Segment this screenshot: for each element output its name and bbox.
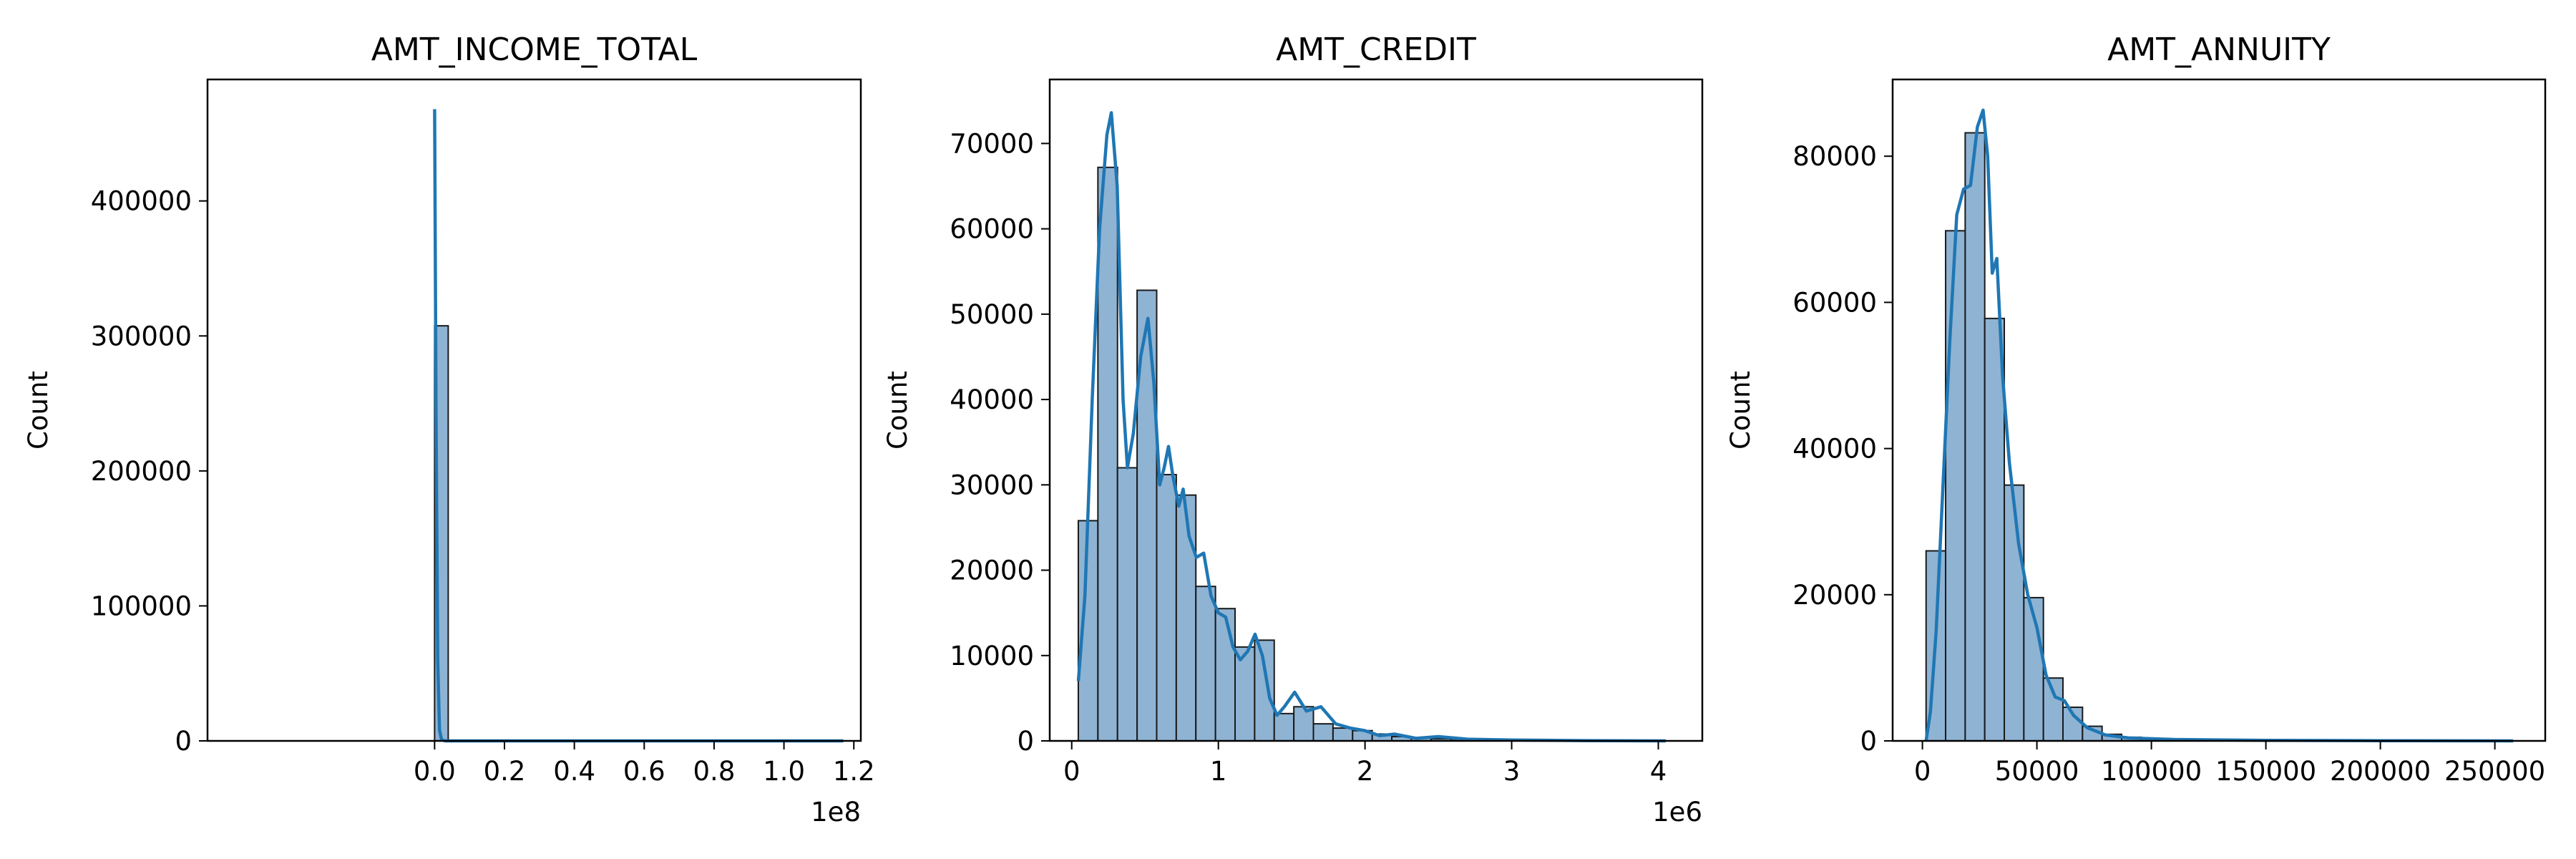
y-tick-label: 40000: [1792, 434, 1877, 465]
y-tick-label: 20000: [950, 555, 1034, 586]
y-axis-label: Count: [23, 371, 54, 450]
x-tick-label: 0.6: [623, 756, 665, 787]
y-tick-label: 0: [1860, 726, 1877, 757]
y-tick-label: 200000: [91, 456, 192, 487]
histogram-bar-2: [1097, 166, 1118, 742]
histogram-bar-11: [1273, 712, 1295, 742]
x-tick-label: 100000: [2101, 756, 2202, 787]
y-tick-label: 30000: [950, 470, 1034, 500]
histogram-bar-5: [1156, 474, 1177, 742]
x-tick-label: 3: [1503, 756, 1521, 787]
y-tick-label: 10000: [950, 641, 1034, 671]
y-tick-label: 0: [1017, 726, 1034, 757]
y-axis-label: Count: [1725, 371, 1756, 450]
chart-panel-3: 0 50000 100000 150000 200000 250000 0 20000 4000…: [1725, 31, 2547, 787]
histogram-bar-13: [1312, 723, 1334, 742]
chart-panel-1: 0.0 0.2 0.4 0.6 0.8 1.0 1.2 0 100000 200000 300000…: [23, 31, 875, 828]
y-tick-label: 70000: [950, 128, 1034, 159]
chart-title: AMT_CREDIT: [1276, 31, 1476, 68]
histogram-bar-14: [1332, 727, 1354, 742]
axes-frame: [206, 78, 862, 742]
y-tick-label: 60000: [1792, 287, 1877, 318]
x-tick-label: 1.2: [833, 756, 875, 787]
histogram-bar-4: [1984, 317, 2006, 742]
histogram-bar-8: [1214, 608, 1236, 742]
histogram-bar-7: [1195, 586, 1216, 742]
x-tick-label: 150000: [2215, 756, 2316, 787]
x-tick-label: 2: [1357, 756, 1374, 787]
x-tick-label: 0: [1914, 756, 1931, 787]
histogram-bar-3: [1116, 467, 1138, 742]
chart-title: AMT_ANNUITY: [2107, 31, 2331, 68]
x-tick-label: 200000: [2330, 756, 2431, 787]
histogram-bar-2: [1945, 230, 1966, 742]
axes-frame: [1048, 78, 1704, 742]
y-tick-label: 80000: [1792, 141, 1877, 172]
chart-panel-2: 0 1 2 3 4 0 10000 20000 30000 40000 50000 60000 7000…: [882, 31, 1704, 828]
histogram-bar-5: [2004, 484, 2025, 742]
y-tick-label: 20000: [1792, 580, 1877, 611]
x-tick-label: 0: [1063, 756, 1080, 787]
x-tick-label: 0.4: [553, 756, 595, 787]
axes-frame: [1891, 78, 2547, 742]
x-tick-label: 1.0: [763, 756, 805, 787]
kde-line: [1076, 111, 1666, 743]
x-offset-label: 1e8: [811, 797, 861, 828]
y-tick-label: 300000: [91, 321, 192, 351]
y-tick-label: 0: [175, 726, 192, 757]
y-tick-label: 50000: [950, 299, 1034, 330]
x-tick-label: 250000: [2444, 756, 2545, 787]
x-tick-label: 0.2: [484, 756, 526, 787]
histogram-bar-10: [1254, 639, 1275, 742]
x-tick-label: 1: [1210, 756, 1227, 787]
x-tick-label: 4: [1650, 756, 1667, 787]
y-tick-label: 60000: [950, 214, 1034, 245]
histogram-bar-12: [1293, 706, 1314, 742]
kde-line: [433, 109, 844, 743]
histogram-bar-6: [1175, 494, 1197, 742]
chart-title: AMT_INCOME_TOTAL: [371, 31, 698, 68]
histogram-bar-3: [1964, 132, 1986, 742]
x-tick-label: 50000: [1995, 756, 2079, 787]
y-tick-label: 40000: [950, 384, 1034, 415]
histogram-bar-9: [1234, 646, 1256, 742]
y-axis-label: Count: [882, 371, 913, 450]
kde-line: [1924, 108, 2514, 743]
x-tick-label: 0.8: [693, 756, 736, 787]
x-offset-label: 1e6: [1652, 797, 1702, 828]
x-tick-label: 0.0: [414, 756, 456, 787]
histogram-bar-7: [2042, 677, 2064, 742]
y-tick-label: 100000: [91, 591, 192, 621]
y-tick-label: 400000: [91, 186, 192, 217]
